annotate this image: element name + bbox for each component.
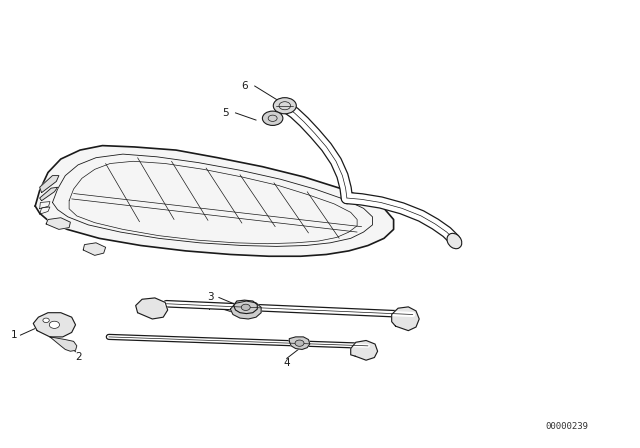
Polygon shape — [40, 176, 59, 193]
Polygon shape — [33, 313, 76, 337]
Text: 5: 5 — [223, 108, 229, 118]
Text: 4: 4 — [205, 302, 211, 312]
Polygon shape — [40, 187, 58, 201]
Text: 00000239: 00000239 — [545, 422, 588, 431]
Polygon shape — [83, 243, 106, 255]
Polygon shape — [46, 218, 70, 229]
Polygon shape — [35, 146, 394, 256]
Text: 2: 2 — [76, 352, 82, 362]
Ellipse shape — [447, 233, 462, 249]
Text: 6: 6 — [242, 81, 248, 91]
Polygon shape — [289, 337, 310, 349]
Circle shape — [43, 318, 49, 323]
Polygon shape — [234, 300, 257, 314]
Text: 1: 1 — [11, 330, 17, 340]
Circle shape — [49, 321, 60, 328]
Circle shape — [295, 340, 304, 346]
Polygon shape — [230, 301, 261, 319]
Polygon shape — [50, 337, 77, 351]
Text: 4: 4 — [284, 358, 290, 368]
Polygon shape — [351, 340, 378, 360]
Circle shape — [262, 111, 283, 125]
Circle shape — [273, 98, 296, 114]
Polygon shape — [136, 298, 168, 319]
Polygon shape — [392, 307, 419, 331]
Circle shape — [241, 304, 250, 310]
Text: 3: 3 — [207, 293, 214, 302]
